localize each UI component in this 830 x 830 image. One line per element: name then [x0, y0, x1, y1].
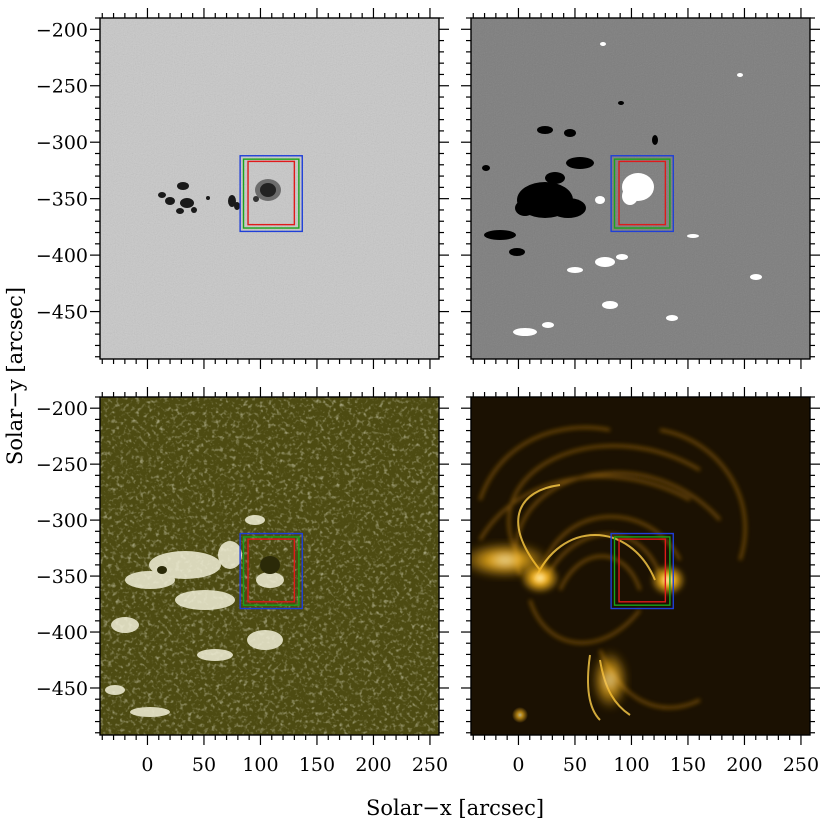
sunspot-group: [158, 182, 240, 214]
fov-box: [242, 158, 300, 229]
fov-box: [242, 536, 300, 606]
x-tick-label: 100: [613, 754, 649, 776]
y-tick-label: −300: [36, 132, 88, 154]
negative-polarity: [482, 101, 658, 256]
x-tick-label: 250: [783, 754, 819, 776]
fov-box: [247, 160, 296, 226]
fov-box: [247, 538, 296, 603]
y-tick-label: −350: [36, 189, 88, 211]
x-tick-label: 50: [192, 754, 216, 776]
fov-box: [610, 532, 674, 610]
fov-box: [613, 536, 671, 606]
axes-overlay: −200 −250 −300 −350 −400 −450 0 50 100 150 200 250 −…: [36, 8, 820, 776]
panel-euv: [470, 396, 811, 736]
y-tick-label: −450: [36, 678, 88, 700]
continuum-image: [100, 18, 439, 359]
y-tick-label: −300: [36, 510, 88, 532]
x-tick-label: 0: [141, 754, 153, 776]
panel-chromosphere: [99, 396, 440, 736]
y-tick-label: −450: [36, 302, 88, 324]
x-tick-label: 150: [299, 754, 335, 776]
chromosphere-sunspot: [260, 556, 280, 574]
fov-box: [239, 532, 303, 610]
coronal-loops: [478, 426, 747, 710]
euv-image: [471, 397, 810, 735]
magnetogram-image: [471, 18, 810, 359]
x-tick-label: 0: [512, 754, 524, 776]
x-tick-label: 250: [412, 754, 448, 776]
x-axis-title: Solar−x [arcsec]: [366, 796, 544, 820]
y-axis-title: Solar−y [arcsec]: [3, 287, 27, 465]
y-tick-label: −400: [36, 622, 88, 644]
x-tick-label: 50: [563, 754, 587, 776]
panel-magnetogram: [470, 17, 811, 360]
panel-continuum: [99, 17, 440, 360]
chromosphere-image: [100, 397, 439, 735]
fov-box: [610, 155, 674, 233]
fov-box: [618, 538, 667, 603]
y-tick-label: −200: [36, 398, 88, 420]
fov-box: [239, 155, 303, 233]
fov-box: [613, 158, 671, 229]
y-tick-label: −250: [36, 76, 88, 98]
x-tick-label: 200: [726, 754, 762, 776]
plage-regions: [105, 515, 284, 717]
x-tick-label: 150: [670, 754, 706, 776]
leading-sunspot: [253, 179, 281, 202]
x-tick-label: 100: [242, 754, 278, 776]
x-tick-label: 200: [355, 754, 391, 776]
positive-polarity: [513, 42, 762, 336]
fov-box: [618, 160, 667, 226]
y-tick-label: −400: [36, 245, 88, 267]
y-tick-label: −350: [36, 566, 88, 588]
y-tick-label: −250: [36, 454, 88, 476]
y-tick-label: −200: [36, 19, 88, 41]
